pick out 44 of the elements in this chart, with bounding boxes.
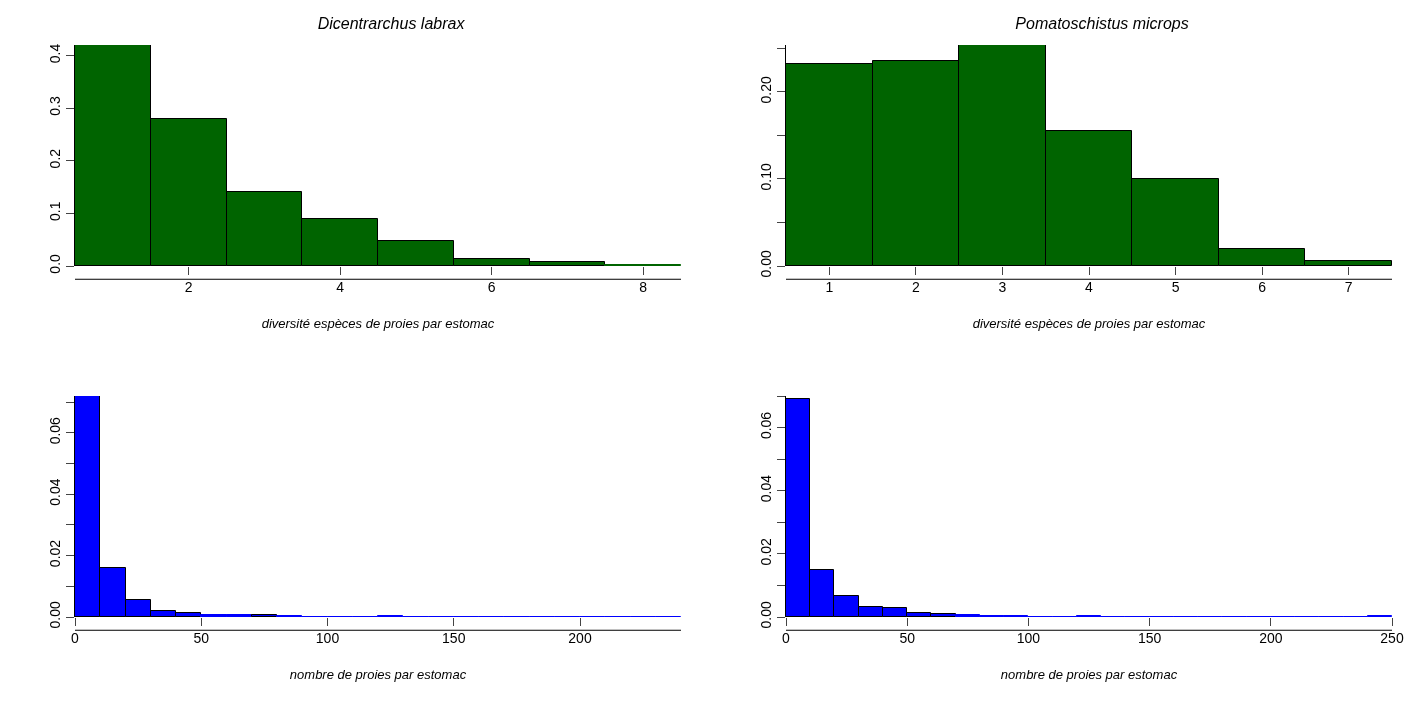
x-tick-label: 150 <box>442 629 466 646</box>
y-tick-label: 0.02 <box>47 539 64 568</box>
x-tick-label: 2 <box>184 278 193 295</box>
x-tick-label: 100 <box>1016 629 1041 646</box>
y-tick-label: 0.06 <box>758 411 775 440</box>
y-tick-label: 0.06 <box>47 416 64 445</box>
x-axis-title: diversité espèces de proies par estomac <box>261 316 495 332</box>
y-tick-label: 0.00 <box>758 250 775 278</box>
x-tick-label: 5 <box>1171 278 1180 295</box>
x-tick-label: 6 <box>1258 278 1267 295</box>
y-tick-label: 0.04 <box>758 474 775 503</box>
y-tick-label: 0.20 <box>758 76 775 104</box>
x-tick-label: 4 <box>1085 278 1094 295</box>
x-tick-label: 1 <box>825 278 834 295</box>
x-tick-label: 250 <box>1380 629 1404 646</box>
x-tick-label: 0 <box>782 629 791 646</box>
x-axis-title: nombre de proies par estomac <box>289 667 467 683</box>
x-tick-label: 7 <box>1344 278 1353 295</box>
x-tick-label: 50 <box>193 629 210 646</box>
x-tick-label: 200 <box>1259 629 1283 646</box>
y-tick-label: 0.00 <box>758 601 775 629</box>
chart-title: Pomatoschistus microps <box>1015 14 1189 32</box>
x-tick-label: 6 <box>487 278 496 295</box>
x-tick-label: 8 <box>639 278 648 295</box>
x-axis-title: nombre de proies par estomac <box>1000 667 1178 683</box>
x-tick-label: 150 <box>1137 629 1162 646</box>
y-tick-label: 0.1 <box>47 201 64 222</box>
x-tick-label: 50 <box>899 629 916 646</box>
x-tick-label: 4 <box>336 278 345 295</box>
y-tick-label: 0.00 <box>47 601 64 629</box>
chart-title: Dicentrarchus labrax <box>317 14 466 32</box>
y-tick-label: 0.02 <box>758 537 775 566</box>
x-tick-label: 0 <box>71 629 80 646</box>
y-tick-label: 0.04 <box>47 478 64 506</box>
x-tick-label: 3 <box>998 278 1007 295</box>
y-tick-label: 0.10 <box>758 163 775 191</box>
y-tick-label: 0.3 <box>47 96 64 116</box>
y-tick-label: 0.2 <box>47 148 64 169</box>
x-tick-label: 100 <box>315 629 340 646</box>
y-tick-label: 0.4 <box>47 43 64 64</box>
x-tick-label: 2 <box>911 278 920 295</box>
x-axis-title: diversité espèces de proies par estomac <box>972 316 1206 332</box>
x-tick-label: 200 <box>568 629 592 646</box>
y-tick-label: 0.0 <box>47 253 64 274</box>
